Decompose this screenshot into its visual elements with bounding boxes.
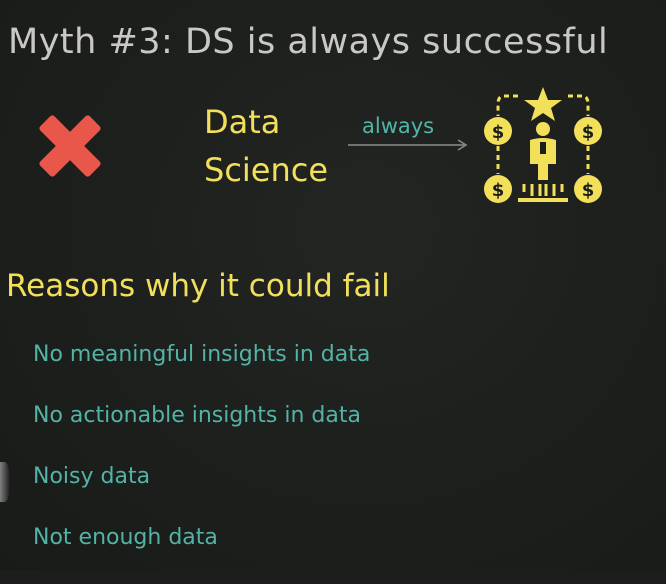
right-arrow-icon [348,139,468,151]
red-cross-icon [39,115,101,177]
data-science-label: Data Science [204,98,328,194]
slide-board: Myth #3: DS is always successful Data Sc… [0,0,666,570]
arrow-label: always [362,114,435,138]
reason-item: No actionable insights in data [33,403,361,428]
light-glare [0,462,10,502]
success-money-star-icon: $ $ $ $ [484,87,602,203]
slide-title: Myth #3: DS is always successful [8,22,609,62]
svg-text:$: $ [492,122,505,143]
subject-line: Data [204,103,281,141]
subject-line: Science [204,151,329,189]
svg-text:$: $ [582,180,595,201]
reasons-heading: Reasons why it could fail [6,268,390,304]
reasons-list: No meaningful insights in data No action… [33,340,370,584]
reason-item: No meaningful insights in data [33,342,371,367]
reason-item: Noisy data [33,464,151,489]
reason-item: Not enough data [33,525,218,550]
svg-text:$: $ [582,122,595,143]
svg-text:$: $ [492,180,505,201]
